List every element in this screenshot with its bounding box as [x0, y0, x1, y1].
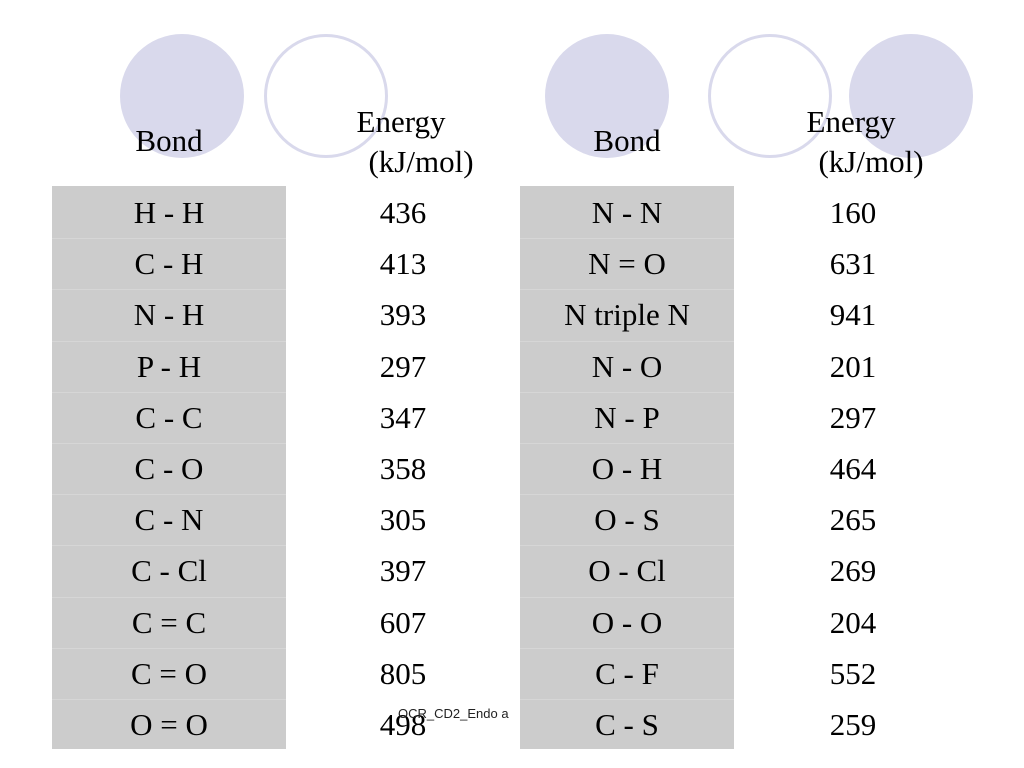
left-bond-cell: P - H [136, 349, 202, 384]
right-bond-cell: C - S [595, 707, 659, 742]
left-row-divider [52, 443, 286, 444]
right-bond-cell: N - P [594, 400, 660, 435]
right-bond-header: Bond [520, 121, 734, 161]
right-bond-cell: O - O [591, 605, 663, 640]
footer-text: OCR_CD2_Endo a [398, 706, 509, 721]
left-bond-cell: C - H [134, 246, 204, 281]
left-energy-cell: 347 [379, 400, 427, 435]
right-energy-cell: 552 [829, 656, 877, 691]
left-bond-cell: C = C [131, 605, 207, 640]
right-bond-cell: N - N [591, 195, 663, 230]
left-bond-header-text: Bond [135, 123, 203, 158]
right-energy-cell: 259 [829, 707, 877, 742]
left-row-divider [52, 289, 286, 290]
left-energy-cell: 297 [379, 349, 427, 384]
left-bond-cell: C - N [134, 502, 204, 537]
left-row-divider [52, 392, 286, 393]
decor-circle-filled-3 [849, 34, 973, 158]
right-bond-cell: N triple N [564, 297, 690, 332]
left-energy-cell: 305 [379, 502, 427, 537]
right-energy-header-line2: (kJ/mol) [818, 144, 924, 179]
right-row-divider [520, 289, 734, 290]
left-bond-column-bg [52, 186, 286, 749]
right-row-divider [520, 443, 734, 444]
right-row-divider [520, 699, 734, 700]
left-energy-cell: 436 [379, 195, 427, 230]
right-row-divider [520, 341, 734, 342]
left-row-divider [52, 699, 286, 700]
right-energy-cell: 160 [829, 195, 877, 230]
right-energy-cell: 201 [829, 349, 877, 384]
right-bond-cell: O - H [591, 451, 663, 486]
left-bond-cell: C - O [134, 451, 204, 486]
right-energy-cell: 204 [829, 605, 877, 640]
right-row-divider [520, 238, 734, 239]
decor-circle-filled-2 [545, 34, 669, 158]
left-bond-cell: C - C [135, 400, 203, 435]
left-energy-cell: 498 [379, 707, 427, 742]
left-energy-cell: 393 [379, 297, 427, 332]
right-energy-cell: 941 [829, 297, 877, 332]
right-bond-cell: O - Cl [588, 553, 666, 588]
left-bond-cell: C = O [130, 656, 208, 691]
left-energy-cell: 413 [379, 246, 427, 281]
right-energy-header: Energy (kJ/mol) [780, 102, 950, 182]
right-row-divider [520, 597, 734, 598]
right-bond-cell: C - F [595, 656, 659, 691]
right-energy-cell: 265 [829, 502, 877, 537]
left-row-divider [52, 597, 286, 598]
right-energy-cell: 464 [829, 451, 877, 486]
left-energy-header-line1: Energy [356, 104, 446, 139]
left-bond-cell: N - H [133, 297, 205, 332]
right-energy-cell: 297 [829, 400, 877, 435]
left-bond-cell: C - Cl [131, 553, 207, 588]
right-row-divider [520, 494, 734, 495]
left-row-divider [52, 494, 286, 495]
right-bond-column-bg [520, 186, 734, 749]
left-energy-cell: 607 [379, 605, 427, 640]
left-bond-header: Bond [52, 121, 286, 161]
left-bond-cell: O = O [130, 707, 208, 742]
left-row-divider [52, 341, 286, 342]
right-bond-cell: N - O [591, 349, 663, 384]
left-row-divider [52, 238, 286, 239]
right-energy-header-line1: Energy [806, 104, 896, 139]
decor-circle-filled-1 [120, 34, 244, 158]
left-row-divider [52, 648, 286, 649]
right-bond-cell: N = O [588, 246, 666, 281]
decor-circle-ring-2 [708, 34, 832, 158]
left-energy-header: Energy (kJ/mol) [330, 102, 500, 182]
right-row-divider [520, 648, 734, 649]
right-row-divider [520, 392, 734, 393]
right-energy-cell: 631 [829, 246, 877, 281]
right-bond-header-text: Bond [593, 123, 661, 158]
left-bond-cell: H - H [133, 195, 205, 230]
left-energy-cell: 358 [379, 451, 427, 486]
left-energy-header-line2: (kJ/mol) [368, 144, 474, 179]
left-row-divider [52, 545, 286, 546]
right-energy-cell: 269 [829, 553, 877, 588]
left-energy-cell: 805 [379, 656, 427, 691]
right-bond-cell: O - S [594, 502, 660, 537]
decor-circle-ring-1 [264, 34, 388, 158]
left-energy-cell: 397 [379, 553, 427, 588]
right-row-divider [520, 545, 734, 546]
